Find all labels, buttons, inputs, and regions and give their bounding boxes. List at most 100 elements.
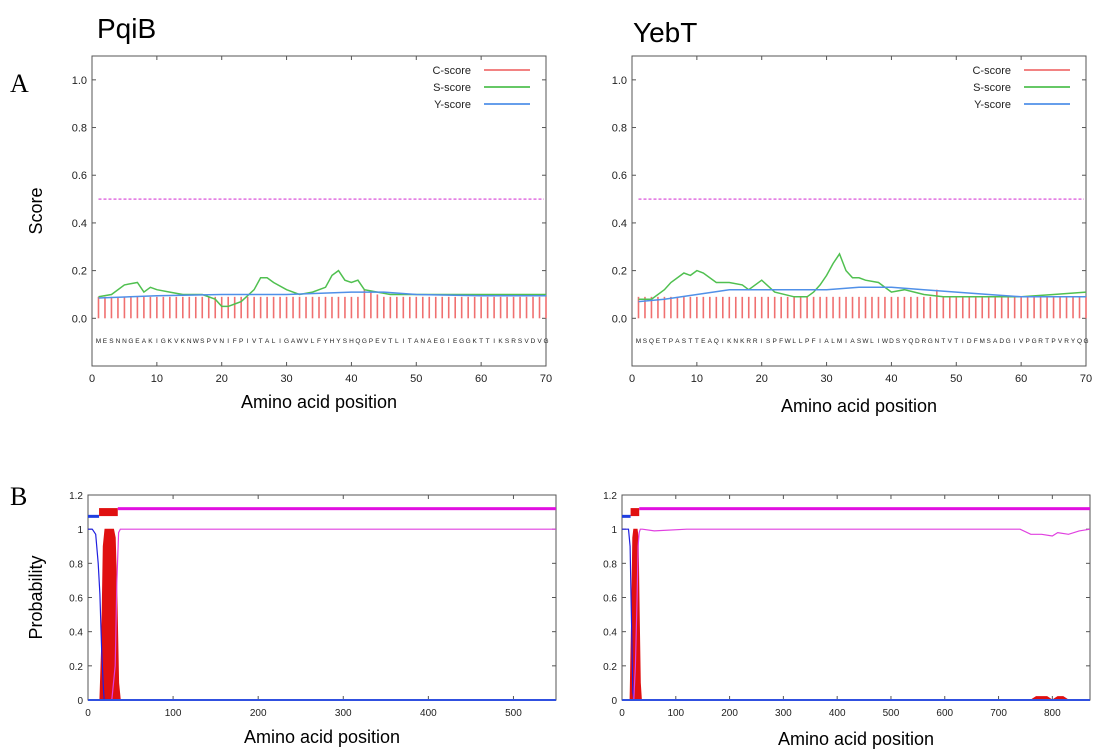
sequence-letter: I [247, 338, 249, 345]
tmhmm-chart-pqib: 0 0.2 0.4 0.6 0.8 1 1.2 0 100 200 300 400 500 Amino a… [26, 491, 557, 747]
sequence-letter: S [518, 338, 523, 345]
x-tick-label: 800 [1044, 708, 1061, 719]
plot-frame [631, 55, 1087, 367]
x-tick-label: 200 [721, 708, 738, 719]
sequence-letter: Q [355, 338, 360, 345]
sequence-letter: A [850, 338, 855, 345]
sequence-letter: K [181, 338, 186, 345]
protein-title-yebt: YebT [633, 17, 697, 48]
y-tick-label: 0.4 [612, 218, 627, 230]
y-tick-label: 0.6 [69, 594, 83, 605]
x-tick-label: 40 [345, 373, 357, 385]
sequence-letter: Q [908, 338, 913, 345]
sequence-letter: M [980, 338, 985, 345]
x-tick-label: 300 [335, 708, 352, 719]
sequence-letter: A [414, 338, 419, 345]
sequence-letter: S [682, 338, 687, 345]
sequence-letter: V [1019, 338, 1024, 345]
sequence-letter: D [531, 338, 536, 345]
legend-label: C-score [972, 65, 1011, 77]
sequence-letter: I [722, 338, 724, 345]
sequence-letter: Q [649, 338, 654, 345]
sequence-letter: D [889, 338, 894, 345]
sequence-letter: G [440, 338, 445, 345]
y-tick-label: 0 [611, 696, 617, 707]
x-axis-label: Amino acid position [778, 729, 934, 749]
sequence-letter: N [934, 338, 939, 345]
x-tick-label: 40 [885, 373, 897, 385]
topology-segment-outside [639, 507, 1090, 511]
y-tick-label: 0.8 [603, 559, 617, 570]
y-tick-label: 0.2 [72, 266, 87, 278]
plot-frame [621, 494, 1091, 701]
x-tick-label: 20 [756, 373, 768, 385]
x-tick-label: 500 [883, 708, 900, 719]
sequence-letter: V [382, 338, 387, 345]
sequence-letter: Y [323, 338, 328, 345]
x-tick-label: 0 [629, 373, 635, 385]
sequence-letter: L [831, 338, 835, 345]
sequence-letter: E [375, 338, 380, 345]
sequence-letter: K [148, 338, 153, 345]
plot-frame [91, 55, 547, 367]
sequence-letter: T [695, 338, 699, 345]
transmembrane-area [88, 528, 556, 701]
sequence-letter: A [993, 338, 998, 345]
sequence-letter: I [1014, 338, 1016, 345]
sequence-letter: I [156, 338, 158, 345]
x-tick-label: 500 [505, 708, 522, 719]
sequence-letter: S [896, 338, 901, 345]
sequence-letter: P [1051, 338, 1055, 345]
x-tick-label: 50 [410, 373, 422, 385]
sequence-letter: L [311, 338, 315, 345]
sequence-letter: W [193, 338, 200, 345]
protein-title-pqib: PqiB [97, 13, 156, 44]
sequence-letter: G [161, 338, 166, 345]
x-tick-label: 50 [950, 373, 962, 385]
sequence-letter: Q [1077, 338, 1082, 345]
sequence-letter: P [669, 338, 673, 345]
sequence-letter: V [524, 338, 529, 345]
sequence-letter: S [643, 338, 648, 345]
topology-segment-inside [88, 514, 100, 518]
sequence-letter: R [511, 338, 516, 345]
legend-label: Y-score [434, 99, 471, 111]
sequence-letter: V [537, 338, 542, 345]
x-tick-label: 100 [165, 708, 182, 719]
panel-label-a: A [10, 69, 29, 98]
sequence-letter: G [1083, 338, 1088, 345]
sequence-letter: K [498, 338, 503, 345]
x-tick-label: 20 [216, 373, 228, 385]
x-tick-label: 30 [280, 373, 292, 385]
sequence-letter: N [733, 338, 738, 345]
sequence-letter: R [922, 338, 927, 345]
sequence-letter: T [662, 338, 666, 345]
sequence-letter: W [296, 338, 303, 345]
sequence-letter: F [779, 338, 783, 345]
sequence-letter: K [727, 338, 732, 345]
sequence-letter: G [128, 338, 133, 345]
sequence-letter: S [343, 338, 348, 345]
sequence-letter: T [941, 338, 945, 345]
sequence-letter: P [773, 338, 777, 345]
plot-frame [87, 494, 557, 701]
x-tick-label: 400 [420, 708, 437, 719]
sequence-letter: P [369, 338, 373, 345]
sequence-letter: I [761, 338, 763, 345]
sequence-letter: P [805, 338, 809, 345]
sequence-letter: W [862, 338, 869, 345]
x-tick-label: 70 [540, 373, 552, 385]
sequence-letter: D [967, 338, 972, 345]
sequence-letter: E [656, 338, 661, 345]
y-tick-label: 1 [77, 525, 83, 536]
signalp-chart-pqib: 0.0 0.2 0.4 0.6 0.8 1.0 0 10 20 30 40 50 60 70 Amino a… [26, 55, 552, 412]
topology-segment-outside [117, 507, 557, 511]
sequence-letter: I [279, 338, 281, 345]
sequence-letter: Y [336, 338, 341, 345]
y-tick-label: 0.8 [69, 559, 83, 570]
sequence-letter: Y [902, 338, 907, 345]
x-tick-label: 100 [667, 708, 684, 719]
sequence-letter: D [915, 338, 920, 345]
sequence-letter: N [219, 338, 224, 345]
